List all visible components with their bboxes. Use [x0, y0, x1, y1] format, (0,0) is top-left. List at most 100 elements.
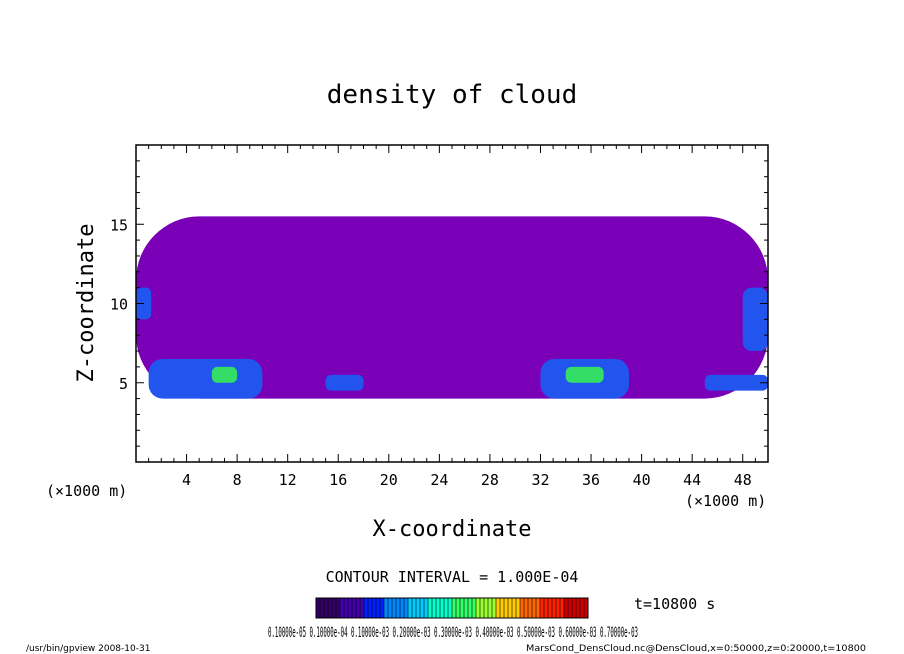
colorbar-swatch: [324, 598, 329, 618]
colorbar-swatch: [316, 598, 321, 618]
x-tick-label: 36: [582, 471, 600, 489]
colorbar-swatch: [444, 598, 449, 618]
density-region: [704, 374, 768, 391]
colorbar-swatch: [408, 598, 413, 618]
colorbar-swatch: [348, 598, 353, 618]
y-tick-label: 15: [110, 216, 128, 234]
x-tick-label: 20: [380, 471, 398, 489]
colorbar-swatch: [548, 598, 553, 618]
x-axis-label: X-coordinate: [373, 517, 532, 542]
colorbar-swatch: [416, 598, 421, 618]
colorbar-swatch: [564, 598, 569, 618]
colorbar-swatch: [552, 598, 557, 618]
colorbar-swatch: [352, 598, 357, 618]
x-axis: 4 8 12 16 20 24 28 32 36 40 44 48: [148, 145, 756, 489]
colorbar-swatch: [516, 598, 521, 618]
time-label: t=10800 s: [634, 595, 715, 613]
colorbar-swatch: [412, 598, 417, 618]
colorbar-swatch: [368, 598, 373, 618]
x-axis-unit-right: (×1000 m): [685, 492, 766, 510]
y-axis: 5 10 15: [110, 160, 768, 447]
colorbar-swatch: [492, 598, 497, 618]
colorbar-swatch: [484, 598, 489, 618]
colorbar-swatch: [456, 598, 461, 618]
colorbar-swatch: [536, 598, 541, 618]
colorbar-swatch: [424, 598, 429, 618]
colorbar-swatch: [344, 598, 349, 618]
colorbar-swatch: [364, 598, 369, 618]
colorbar: [315, 597, 589, 619]
density-region: [211, 366, 238, 383]
footer-left: /usr/bin/gpview 2008-10-31: [26, 644, 150, 654]
colorbar-swatch: [460, 598, 465, 618]
colorbar-swatch: [432, 598, 437, 618]
x-tick-label: 4: [182, 471, 191, 489]
colorbar-swatch: [396, 598, 401, 618]
colorbar-swatch: [376, 598, 381, 618]
colorbar-swatch: [524, 598, 529, 618]
colorbar-swatch: [488, 598, 493, 618]
colorbar-swatch: [544, 598, 549, 618]
colorbar-swatch: [576, 598, 581, 618]
colorbar-swatch: [556, 598, 561, 618]
x-tick-label: 40: [633, 471, 651, 489]
colorbar-swatch: [508, 598, 513, 618]
colorbar-swatch: [448, 598, 453, 618]
colorbar-swatch: [400, 598, 405, 618]
y-tick-label: 10: [110, 296, 128, 314]
colorbar-swatch: [468, 598, 473, 618]
density-region: [325, 374, 364, 391]
colorbar-swatch: [528, 598, 533, 618]
colorbar-swatch: [340, 598, 345, 618]
colorbar-swatch: [568, 598, 573, 618]
density-region: [148, 358, 263, 399]
colorbar-swatch: [500, 598, 505, 618]
colorbar-swatch: [584, 598, 589, 618]
x-axis-unit-left: (×1000 m): [46, 482, 127, 500]
colorbar-labels: 0.10000e-05 0.10000e-04 0.10000e-03 0.20…: [268, 625, 638, 641]
colorbar-swatch: [380, 598, 385, 618]
colorbar-swatch: [420, 598, 425, 618]
colorbar-swatch: [332, 598, 337, 618]
x-tick-label: 32: [531, 471, 549, 489]
x-tick-label: 28: [481, 471, 499, 489]
colorbar-swatch: [496, 598, 501, 618]
plot-area: [136, 216, 768, 399]
colorbar-swatch: [428, 598, 433, 618]
contour-interval-label: CONTOUR INTERVAL = 1.000E-04: [326, 568, 579, 586]
y-tick-label: 5: [119, 375, 128, 393]
colorbar-swatch: [372, 598, 377, 618]
colorbar-swatch: [560, 598, 565, 618]
x-tick-label: 48: [734, 471, 752, 489]
colorbar-frame: [315, 597, 589, 619]
colorbar-swatch: [392, 598, 397, 618]
colorbar-swatch: [572, 598, 577, 618]
density-region: [565, 366, 604, 383]
colorbar-swatch: [512, 598, 517, 618]
colorbar-swatch: [388, 598, 393, 618]
colorbar-swatch: [320, 598, 325, 618]
colorbar-swatch: [520, 598, 525, 618]
x-tick-label: 8: [233, 471, 242, 489]
colorbar-swatch: [580, 598, 585, 618]
density-region: [136, 216, 768, 399]
x-tick-label: 16: [329, 471, 347, 489]
colorbar-swatch: [404, 598, 409, 618]
x-tick-label: 12: [279, 471, 297, 489]
colorbar-swatch: [360, 598, 365, 618]
colorbar-swatch: [464, 598, 469, 618]
x-tick-label: 24: [430, 471, 448, 489]
colorbar-swatch: [540, 598, 545, 618]
x-tick-label: 44: [683, 471, 701, 489]
colorbar-swatch: [436, 598, 441, 618]
colorbar-swatch: [452, 598, 457, 618]
y-axis-label: Z-coordinate: [74, 224, 99, 383]
colorbar-swatch: [476, 598, 481, 618]
colorbar-swatch: [472, 598, 477, 618]
footer-right: MarsCond_DensCloud.nc@DensCloud,x=0:5000…: [526, 644, 866, 654]
colorbar-swatch: [384, 598, 389, 618]
colorbar-swatch: [504, 598, 509, 618]
colorbar-swatch: [356, 598, 361, 618]
colorbar-swatch: [328, 598, 333, 618]
